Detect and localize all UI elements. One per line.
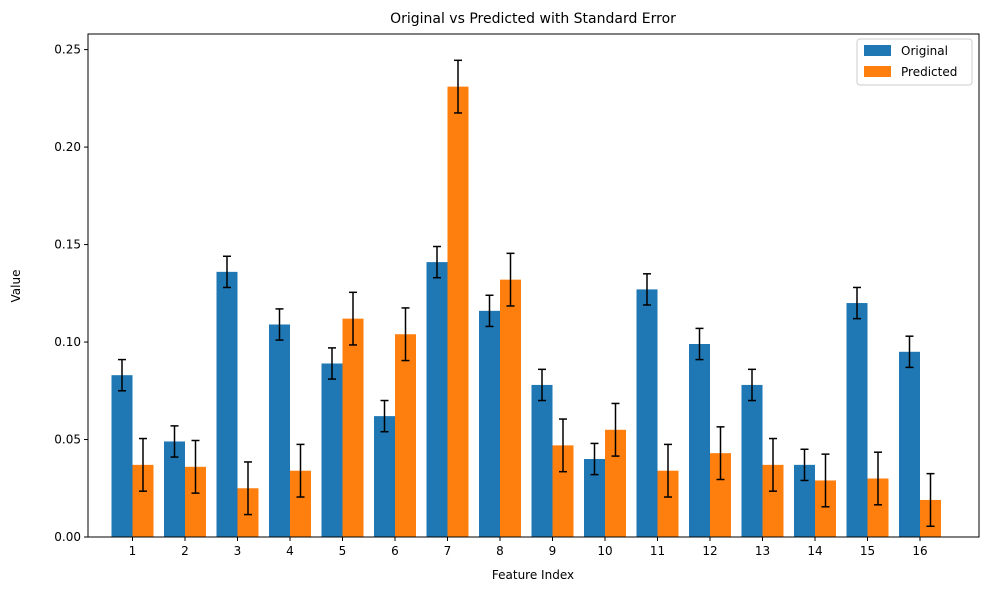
bar-predicted — [657, 470, 679, 537]
bar-original — [741, 384, 763, 537]
legend-swatch-predicted — [864, 66, 891, 77]
bar-original — [216, 271, 238, 537]
bar-original — [426, 262, 448, 537]
y-axis-label: Value — [9, 270, 23, 303]
bar-predicted — [500, 279, 521, 537]
x-tick-label: 7 — [444, 544, 452, 558]
x-tick-label: 4 — [286, 544, 294, 558]
x-tick-label: 6 — [391, 544, 399, 558]
bar-original — [269, 324, 290, 537]
x-tick-label: 15 — [860, 544, 875, 558]
bar-predicted — [762, 464, 784, 537]
legend-label-predicted: Predicted — [901, 65, 957, 79]
x-tick-label: 5 — [339, 544, 347, 558]
x-tick-label: 9 — [549, 544, 557, 558]
bar-original — [846, 303, 868, 537]
bar-predicted — [605, 429, 626, 537]
y-tick-label: 0.05 — [54, 433, 81, 447]
bar-predicted — [867, 478, 889, 537]
bar-predicted — [342, 318, 364, 537]
x-tick-label: 12 — [702, 544, 717, 558]
plot-area: 0.000.050.100.150.200.251 2 3 4 5 6 7 8 9 10 11 12 1… — [54, 43, 941, 558]
bar-predicted — [552, 445, 574, 537]
bar-original — [636, 289, 658, 537]
x-tick-label: 8 — [496, 544, 504, 558]
legend-label-original: Original — [901, 44, 948, 58]
bar-original — [794, 464, 815, 537]
chart-title: Original vs Predicted with Standard Erro… — [390, 11, 676, 27]
bar-original — [689, 343, 710, 537]
legend-swatch-original — [864, 45, 891, 56]
bar-predicted — [185, 466, 206, 537]
bar-original — [479, 310, 500, 537]
bar-predicted — [290, 470, 311, 537]
bar-predicted — [447, 86, 469, 538]
y-tick-label: 0.10 — [54, 335, 81, 349]
bar-predicted — [132, 464, 154, 537]
x-axis-label: Feature Index — [492, 568, 574, 582]
x-tick-label: 10 — [597, 544, 612, 558]
x-tick-label: 11 — [650, 544, 665, 558]
x-tick-label: 16 — [912, 544, 927, 558]
x-tick-label: 1 — [129, 544, 137, 558]
x-tick-label: 3 — [234, 544, 242, 558]
bar-predicted — [710, 453, 731, 537]
bar-original — [899, 351, 920, 537]
bar-original — [164, 441, 185, 537]
bar-original — [111, 375, 133, 537]
x-tick-label: 14 — [807, 544, 822, 558]
x-tick-label: 2 — [181, 544, 189, 558]
bar-original — [531, 384, 553, 537]
y-tick-label: 0.25 — [54, 43, 81, 57]
legend: Original Predicted — [856, 38, 973, 86]
bar-predicted — [815, 480, 836, 537]
x-tick-label: 13 — [755, 544, 770, 558]
bar-predicted — [395, 334, 416, 537]
plot-frame — [87, 33, 980, 538]
bar-original — [374, 416, 395, 537]
bar-original — [584, 459, 605, 537]
bar-original — [321, 363, 343, 537]
y-tick-label: 0.00 — [54, 530, 81, 544]
y-tick-label: 0.15 — [54, 238, 81, 252]
y-tick-label: 0.20 — [54, 140, 81, 154]
